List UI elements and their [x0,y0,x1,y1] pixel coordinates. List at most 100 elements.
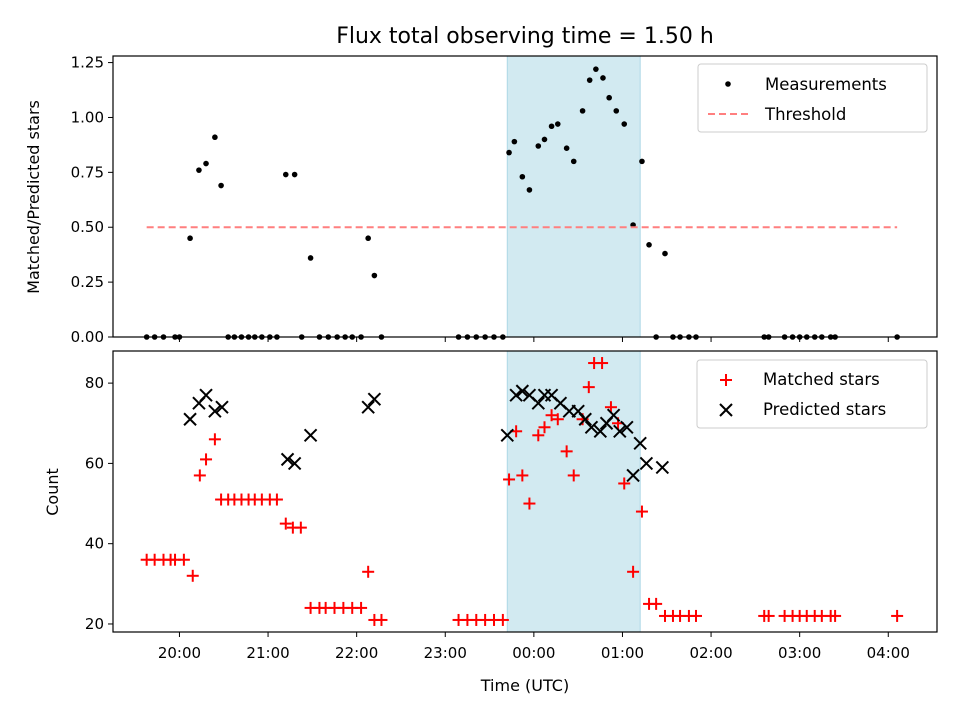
measurement-point [218,182,224,189]
x-tick-label: 22:00 [335,644,378,662]
matched-star-point [538,421,551,434]
matched-star-point [560,445,573,458]
panel-count-frame [112,350,938,633]
y-tick-label: 1.25 [71,54,104,72]
legend-measurements-marker [725,81,731,87]
matched-star-point [627,565,640,578]
panel-ratio-ylabel: Matched/Predicted stars [24,100,43,294]
x-tick-label: 23:00 [424,644,467,662]
measurement-point [203,160,209,167]
shaded-interval [506,55,641,338]
measurement-point [535,143,542,149]
x-axis-label: Time (UTC) [480,676,569,695]
predicted-star-point [367,392,382,406]
matched-star-point [551,413,564,426]
measurement-point [212,134,218,141]
predicted-star-point [280,452,295,467]
predicted-star-point [531,396,545,410]
y-tick-label: 80 [85,374,104,392]
measurement-point [541,136,548,143]
measurement-point [506,149,512,156]
legend-matched-label: Matched stars [763,370,880,389]
y-tick-label: 0.75 [71,163,104,181]
predicted-star-point [639,456,654,471]
y-tick-label: 1.00 [71,108,104,126]
panel-count-ylabel: Count [43,468,62,516]
predicted-star-point [509,388,523,402]
legend-matched-marker [720,374,732,386]
measurement-point [621,121,628,127]
predicted-star-point [584,420,599,434]
predicted-star-point [287,456,302,471]
matched-star-point [891,609,904,622]
predicted-star-point [593,424,608,438]
predicted-star-point [613,424,627,438]
matched-star-point [516,469,529,482]
shaded-interval [506,350,641,633]
measurement-point [613,108,620,114]
matched-star-point [635,505,648,518]
measurement-point [600,75,606,81]
predicted-star-point [633,436,647,451]
y-tick-label: 0.50 [71,218,104,236]
matched-star-point [829,609,842,622]
legend-predicted-label: Predicted stars [763,400,886,419]
matched-star-point [596,357,609,370]
x-tick-label: 21:00 [246,644,289,662]
measurement-point [307,255,314,261]
matched-star-point [279,517,292,530]
predicted-star-point [515,384,530,398]
panel-ratio: 0.00 0.25 0.50 0.75 1.00 1.25 Matched/Predict… [24,54,938,346]
matched-star-point [177,553,190,566]
x-tick-label: 20:00 [158,644,201,662]
x-tick-label: 01:00 [601,644,644,662]
matched-star-point [650,597,663,610]
measurement-point [282,171,289,178]
matched-star-point [375,613,388,626]
predicted-star-point [208,404,222,418]
y-tick-label: 40 [85,535,104,553]
matched-star-point [762,609,775,622]
matched-star-point [362,565,375,578]
measurement-point [586,77,593,83]
predicted-star-point [183,412,197,426]
x-tick-label: 00:00 [512,644,555,662]
chart-title: Flux total observing time = 1.50 h [336,24,714,49]
measurement-point [365,235,371,242]
predicted-star-point [626,468,640,483]
measurement-point [593,66,599,72]
matched-star-point [294,521,307,534]
x-tick-label: 04:00 [867,644,910,662]
measurement-point [187,235,193,242]
matched-star-point [545,409,558,422]
matched-star-point [618,477,631,490]
x-tick-label: 02:00 [689,644,732,662]
y-tick-label: 0.00 [71,328,104,346]
predicted-star-point [620,420,634,434]
legend-ratio: Measurements Threshold [697,63,928,133]
measurement-point [606,94,612,101]
matched-star-point [355,601,368,614]
predicted-star-point [215,400,229,414]
measurement-point [662,250,668,257]
x-tick-label: 03:00 [778,644,821,662]
matched-star-point [532,429,545,442]
measurement-point [291,171,298,178]
panel-ratio-frame [112,55,938,338]
legend-measurements-label: Measurements [765,75,887,94]
measurement-point [548,123,555,130]
measurement-point [196,167,202,173]
measurement-point [570,158,577,165]
legend-threshold-label: Threshold [764,105,846,124]
matched-star-point [523,497,536,510]
predicted-star-point [655,460,670,475]
predicted-star-point [303,428,318,443]
panel-count: 20 40 60 80 20:00 21:00 22:00 23:00 00:00 01:00 0… [43,350,938,662]
measurement-point [563,145,570,152]
y-tick-label: 20 [85,615,104,633]
matched-star-point [582,381,595,394]
predicted-star-point [500,428,514,443]
matched-star-point [567,469,580,482]
measurement-point [554,121,561,127]
